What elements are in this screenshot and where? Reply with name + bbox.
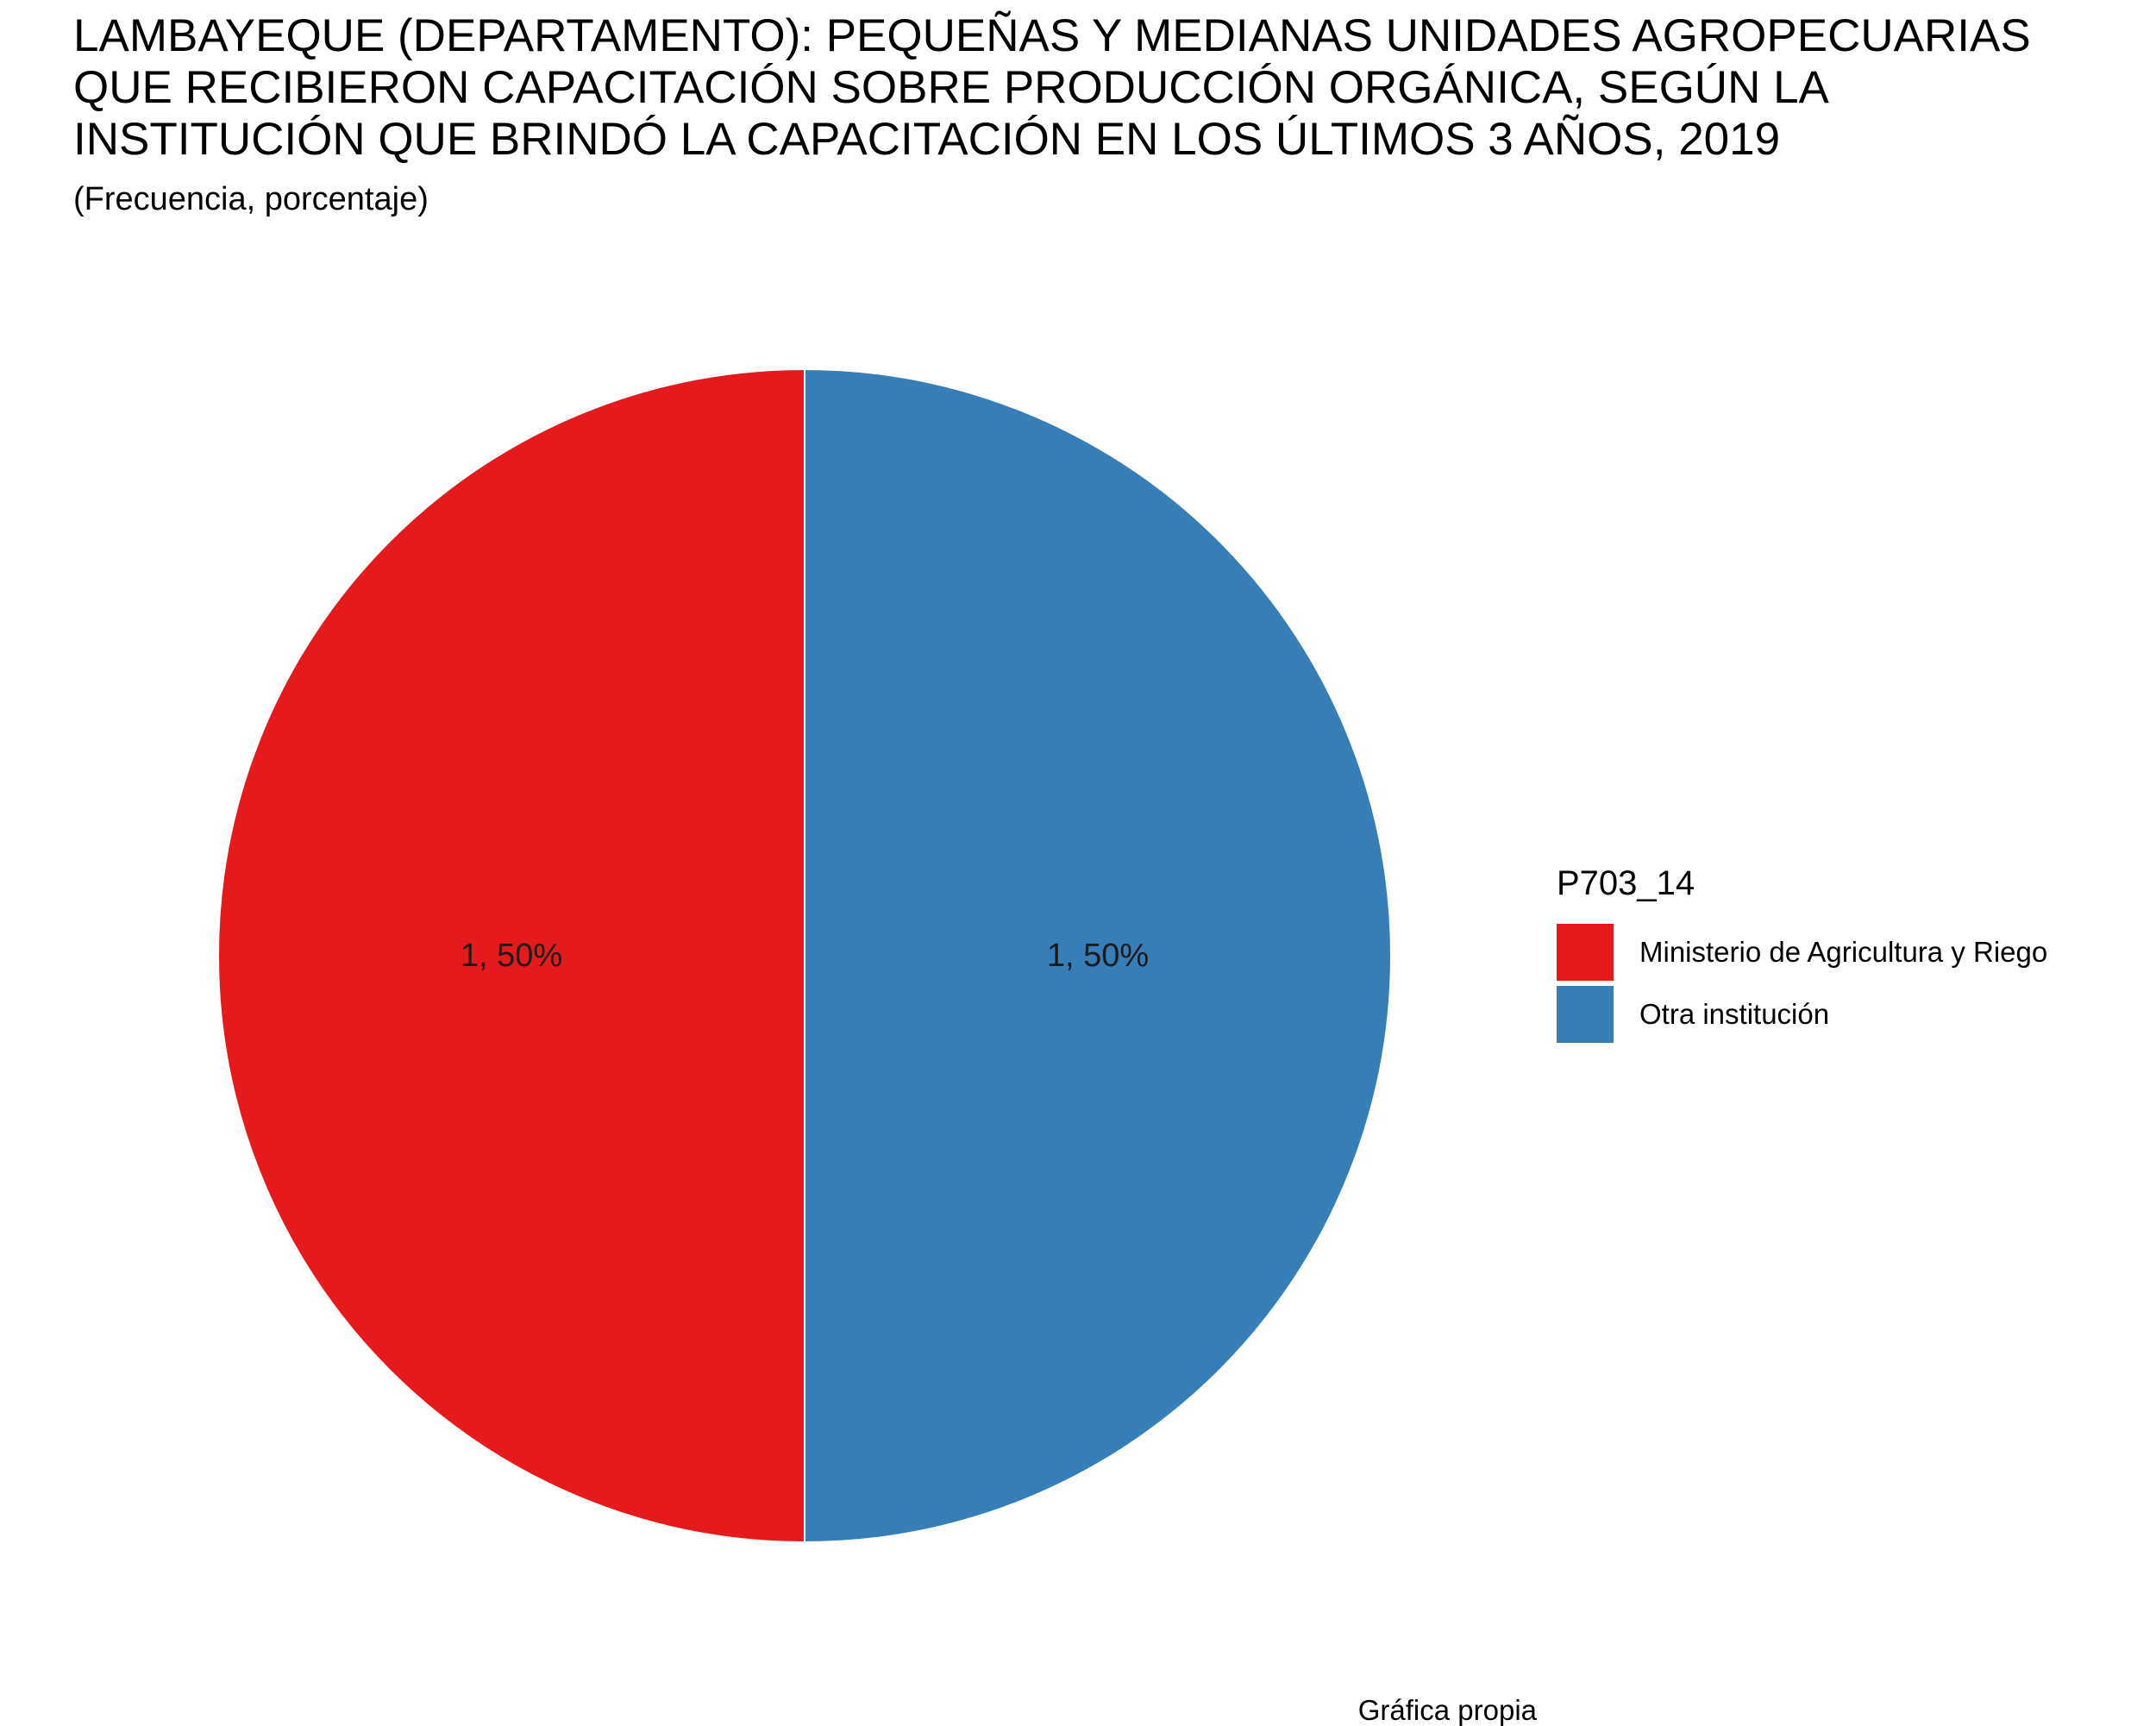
legend-label-otra-institucion: Otra institución [1639,998,1830,1030]
chart-caption: Gráfica propia [1357,1694,1537,1726]
chart-title-line-3: INSTITUCIÓN QUE BRINDÓ LA CAPACITACIÓN E… [73,114,1781,165]
pie-slices [217,367,1392,1544]
chart-title-line-1: LAMBAYEQUE (DEPARTAMENTO): PEQUEÑAS Y ME… [73,10,2031,61]
legend-item-otra-institucion: Otra institución [1557,983,2047,1045]
legend-key-otra-institucion [1557,986,1614,1043]
chart-subtitle: (Frecuencia, porcentaje) [73,181,429,217]
chart-title: LAMBAYEQUE (DEPARTAMENTO): PEQUEÑAS Y ME… [73,10,2143,166]
legend-item-ministerio: Ministerio de Agricultura y Riego [1557,921,2047,983]
legend-title: P703_14 [1557,864,1695,902]
legend-label-ministerio: Ministerio de Agricultura y Riego [1639,936,2048,968]
chart-title-line-2: QUE RECIBIERON CAPACITACIÓN SOBRE PRODUC… [73,62,1829,113]
pie-slice-labels: 1, 50% 1, 50% [461,938,1149,974]
legend-key-ministerio [1557,924,1614,981]
pie-slice-label-2: 1, 50% [1047,938,1149,974]
pie-slice-1 [217,367,805,1544]
legend: P703_14 Ministerio de Agricultura y Rieg… [1557,863,2047,1045]
pie-slice-2 [804,367,1392,1544]
pie-slice-label-1: 1, 50% [461,938,562,974]
